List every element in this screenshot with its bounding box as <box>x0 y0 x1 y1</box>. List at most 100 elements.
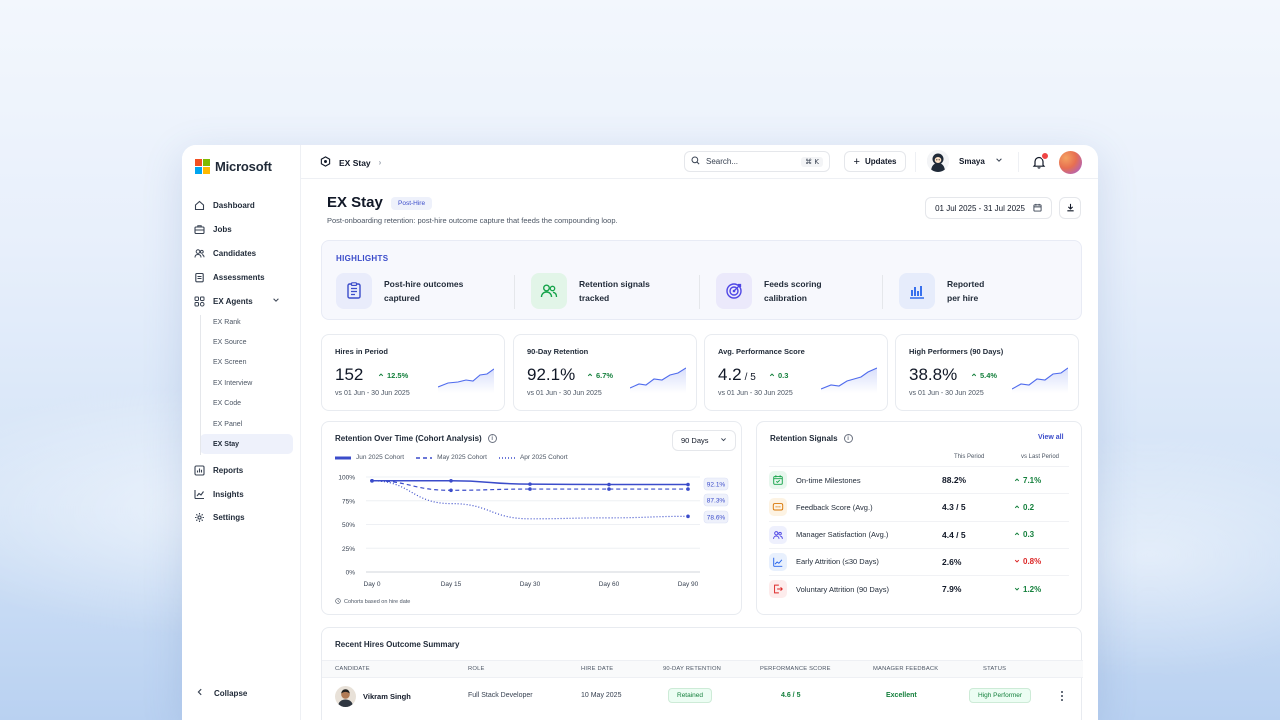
data-point[interactable] <box>607 482 611 487</box>
search-placeholder: Search... <box>706 157 739 166</box>
signal-row[interactable]: Voluntary Attrition (90 Days) 7.9% 1.2% <box>769 575 1069 602</box>
sidebar-item-dashboard[interactable]: Dashboard <box>194 197 255 213</box>
series-line-2 <box>371 480 689 520</box>
signal-row[interactable]: Manager Satisfaction (Avg.) 4.4 / 5 0.3 <box>769 520 1069 548</box>
info-icon[interactable]: i <box>843 434 853 443</box>
column-header[interactable]: CANDIDATE <box>335 666 370 672</box>
legend-item: Apr 2025 Cohort <box>498 454 568 461</box>
signal-name: On-time Milestones <box>796 475 861 485</box>
data-point[interactable] <box>449 479 453 483</box>
kpi-delta-value: 5.4% <box>980 371 998 380</box>
more-options-icon[interactable] <box>1060 689 1064 707</box>
y-tick-label: 100% <box>338 475 355 482</box>
highlight-text: Feeds scoring calibration <box>764 277 854 305</box>
retention-chart-card: Retention Over Time (Cohort Analysis) i … <box>321 421 742 615</box>
highlight-item: Feeds scoring calibration <box>716 273 854 309</box>
data-point[interactable] <box>686 514 690 519</box>
kpi-card: Hires in Period 152 12.5% vs 01 Jun - 30 Ju… <box>321 334 505 411</box>
highlight-line2: captured <box>384 293 420 303</box>
info-icon[interactable]: i <box>487 434 497 443</box>
end-label-bg <box>703 477 729 491</box>
kpi-value-wrap: 38.8% <box>909 365 957 385</box>
data-point[interactable] <box>449 488 453 493</box>
signal-row[interactable]: Early Attrition (≤30 Days) 2.6% 0.8% <box>769 547 1069 575</box>
signal-delta-value: 0.2 <box>1023 502 1035 512</box>
sidebar-item-label: Reports <box>213 465 244 475</box>
highlight-item: Reported per hire <box>899 273 1037 309</box>
trend-icon <box>769 552 787 571</box>
data-point[interactable] <box>528 482 532 486</box>
column-header[interactable]: MANAGER FEEDBACK <box>873 666 939 672</box>
user-menu[interactable]: Smaya <box>927 150 1003 172</box>
brand-logo[interactable]: Microsoft <box>195 159 272 174</box>
topbar: EX Stay › Search... ⌘ K + Updates Smaya <box>301 145 1098 179</box>
date-range-picker[interactable]: 01 Jul 2025 - 31 Jul 2025 <box>925 197 1052 219</box>
bar-chart-icon <box>899 273 935 309</box>
sidebar-subitem-ex-source[interactable]: EX Source <box>213 338 247 346</box>
data-point[interactable] <box>528 487 532 491</box>
status-badge: High Performer <box>969 688 1032 703</box>
arrow-up-icon <box>1014 530 1020 539</box>
table-row[interactable]: Vikram Singh Full Stack Developer 10 May 2… <box>322 678 1083 714</box>
legend-item: May 2025 Cohort <box>416 454 487 461</box>
column-header[interactable]: ROLE <box>468 666 485 672</box>
sidebar-item-assessments[interactable]: Assessments <box>194 269 265 285</box>
highlight-text: Reported per hire <box>947 277 1037 305</box>
target-icon <box>716 273 752 309</box>
end-label-bg <box>703 510 729 524</box>
sidebar-item-label: Jobs <box>213 224 232 234</box>
column-header[interactable]: PERFORMANCE SCORE <box>760 666 831 672</box>
signal-row[interactable]: On-time Milestones 88.2% 7.1% <box>769 466 1069 493</box>
people-icon <box>769 525 787 544</box>
sidebar-item-settings[interactable]: Settings <box>194 509 245 525</box>
data-point[interactable] <box>607 487 611 491</box>
candidate-name[interactable]: Vikram Singh <box>363 692 411 701</box>
sidebar-subitem-ex-screen[interactable]: EX Screen <box>213 359 247 367</box>
sidebar-item-reports[interactable]: Reports <box>194 462 243 478</box>
kpi-card: Avg. Performance Score 4.2/ 5 0.3 vs 01 Jun… <box>704 334 888 411</box>
signal-delta: 0.2 <box>1014 503 1034 512</box>
sidebar-subitem-ex-stay[interactable]: EX Stay <box>200 434 293 455</box>
updates-button[interactable]: + Updates <box>844 151 906 172</box>
column-header[interactable]: HIRE DATE <box>581 666 614 672</box>
kpi-value: 4.2 <box>718 365 742 384</box>
kpi-value-wrap: 4.2/ 5 <box>718 365 756 385</box>
kpi-suffix: / 5 <box>744 372 756 383</box>
sidebar-subitem-ex-rank[interactable]: EX Rank <box>213 318 241 326</box>
view-all-link[interactable]: View all <box>1038 434 1064 441</box>
arrow-up-icon <box>378 371 384 380</box>
sidebar-subitem-ex-code[interactable]: EX Code <box>213 400 242 408</box>
kpi-delta-value: 12.5% <box>387 371 409 380</box>
search-input[interactable]: Search... ⌘ K <box>684 151 830 172</box>
sidebar-item-ex-agents[interactable]: EX Agents <box>194 293 279 309</box>
period-select[interactable]: 90 Days <box>672 430 736 451</box>
kpi-delta: 12.5% <box>378 371 408 380</box>
collapse-button[interactable]: Collapse <box>196 688 247 698</box>
download-button[interactable] <box>1059 197 1081 219</box>
sidebar-subitem-ex-interview[interactable]: EX Interview <box>213 379 253 387</box>
y-tick-label: 25% <box>342 546 355 553</box>
chat-icon <box>769 498 787 517</box>
column-header[interactable]: 90-DAY RETENTION <box>663 666 722 672</box>
breadcrumb-current[interactable]: EX Stay <box>339 157 371 168</box>
footnote-text: Cohorts based on hire date <box>344 599 411 605</box>
data-point[interactable] <box>370 479 374 483</box>
sidebar-item-jobs[interactable]: Jobs <box>194 221 232 237</box>
app-window: Microsoft Dashboard Jobs Candidates Assessm… <box>182 145 1098 720</box>
x-tick-label: Day 60 <box>599 581 620 588</box>
candidate-avatar <box>335 686 356 707</box>
end-label-bg <box>703 493 729 507</box>
data-point[interactable] <box>686 482 690 487</box>
signal-delta: 0.3 <box>1014 530 1034 539</box>
sidebar-item-insights[interactable]: Insights <box>194 486 244 502</box>
data-point[interactable] <box>686 487 690 491</box>
profile-avatar[interactable] <box>1059 151 1082 174</box>
arrow-up-icon <box>1014 476 1020 485</box>
chevron-down-icon <box>720 436 727 445</box>
sparkline <box>630 367 686 393</box>
column-header[interactable]: STATUS <box>983 666 1007 672</box>
sidebar-subitem-ex-panel[interactable]: EX Panel <box>213 420 243 428</box>
sidebar-item-candidates[interactable]: Candidates <box>194 245 256 261</box>
signal-row[interactable]: Feedback Score (Avg.) 4.3 / 5 0.2 <box>769 493 1069 520</box>
signal-delta: 1.2% <box>1014 585 1041 594</box>
